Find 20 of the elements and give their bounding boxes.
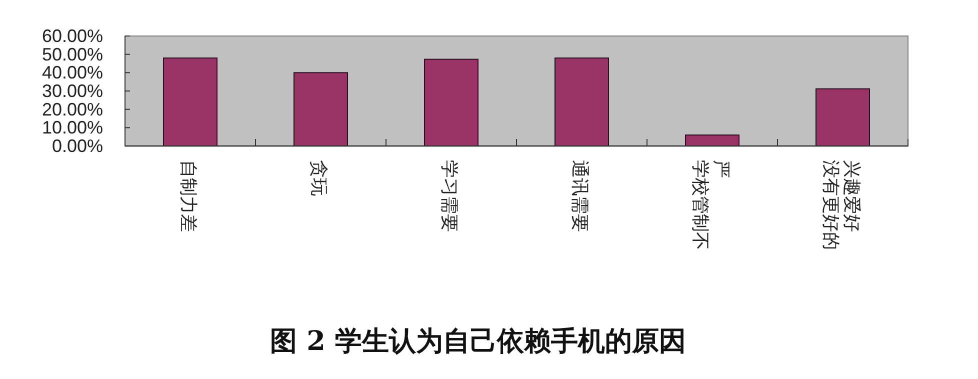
y-tick-label: 20.00% [42,99,103,120]
y-tick-label: 30.00% [42,81,103,101]
x-tick-label: 学校管制不严 [689,160,732,250]
bar [424,58,478,146]
bar [684,134,740,146]
y-tick-label: 0.00% [52,136,103,156]
bar [554,58,609,146]
x-tick-label: 通讯需要 [568,160,590,232]
y-tick-label: 10.00% [42,118,103,138]
y-tick-label: 60.00% [42,26,103,46]
x-tick-label: 贪玩 [308,160,329,196]
x-tick-label: 自制力差 [177,160,198,232]
x-tick-label: 没有更好的兴趣爱好 [820,160,862,250]
bar [293,72,348,146]
bar [815,88,870,146]
bar [162,58,218,146]
x-tick-label: 学习需要 [438,160,460,232]
text: 图 2 学生认为自己依赖手机的原因 [270,326,686,357]
y-tick-label: 50.00% [42,44,103,64]
y-tick-label: 40.00% [42,62,103,83]
